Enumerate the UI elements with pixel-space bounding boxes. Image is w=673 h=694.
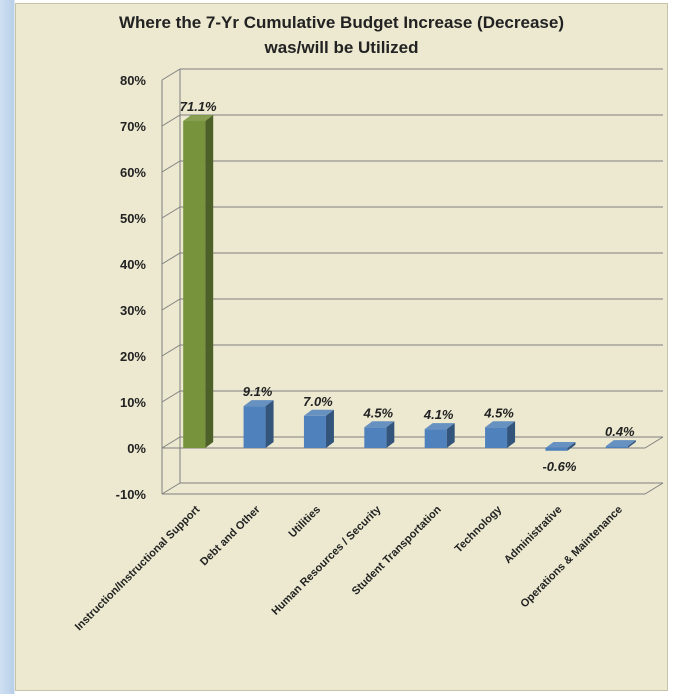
- data-label: 71.1%: [180, 99, 217, 114]
- bar-side: [205, 114, 214, 448]
- y-tick-label: 50%: [120, 211, 146, 226]
- chart-title-line-2: was/will be Utilized: [264, 38, 419, 57]
- grid-line-diagonal: [161, 206, 181, 219]
- bar-top: [243, 400, 274, 407]
- bar-top: [364, 421, 395, 428]
- bar: [545, 442, 576, 451]
- bar-front: [545, 448, 568, 451]
- x-tick-label: Debt and Other: [198, 503, 263, 568]
- grid-line-diagonal: [161, 482, 181, 495]
- chart-title: Where the 7-Yr Cumulative Budget Increas…: [15, 10, 668, 60]
- bar-front: [243, 406, 266, 448]
- y-tick-label: 70%: [120, 119, 146, 134]
- bar-front: [303, 415, 326, 448]
- x-tick-label: Instruction/Instructional Support: [73, 503, 203, 633]
- bar: [183, 114, 214, 448]
- zero-baseline-depth: [644, 436, 664, 449]
- bar-top: [605, 440, 636, 447]
- data-label: 4.1%: [423, 407, 454, 422]
- x-tick-label: Human Resources / Security: [269, 503, 384, 618]
- bar-top: [545, 442, 576, 448]
- y-tick-label: 30%: [120, 303, 146, 318]
- y-tick-label: 80%: [120, 73, 146, 88]
- bar-front: [364, 427, 387, 448]
- grid-line-diagonal: [161, 344, 181, 357]
- bar-side: [446, 423, 455, 448]
- grid-line-diagonal: [161, 436, 181, 449]
- x-tick-label: Technology: [453, 503, 505, 555]
- data-label: 0.4%: [605, 424, 635, 439]
- bar: [605, 440, 636, 448]
- data-label: 4.5%: [362, 405, 393, 420]
- y-tick-label: 20%: [120, 349, 146, 364]
- bar: [243, 400, 274, 448]
- bar-side: [567, 442, 576, 451]
- bar: [303, 409, 334, 448]
- bar-front: [424, 429, 447, 448]
- bar-top: [183, 114, 214, 121]
- bar-front: [605, 446, 628, 448]
- y-tick-label: 60%: [120, 165, 146, 180]
- bar-top: [303, 409, 334, 416]
- x-tick-label: Administrative: [502, 504, 565, 567]
- y-tick-label: 10%: [120, 395, 146, 410]
- data-label: 4.5%: [483, 405, 514, 420]
- chart-panel: [15, 3, 668, 691]
- bar-side: [507, 421, 516, 448]
- bar-side: [386, 421, 395, 448]
- bar-side: [265, 400, 274, 448]
- chart-title-line-1: Where the 7-Yr Cumulative Budget Increas…: [119, 13, 564, 32]
- bar-front: [485, 427, 508, 448]
- grid-line-diagonal: [161, 114, 181, 127]
- grid-line-diagonal: [161, 390, 181, 403]
- data-label: 7.0%: [303, 394, 333, 409]
- bar-front: [183, 120, 206, 448]
- grid-line-diagonal: [161, 68, 181, 81]
- data-label: -0.6%: [542, 459, 576, 474]
- x-tick-label: Utilities: [286, 504, 323, 541]
- y-tick-label: 0%: [127, 441, 146, 456]
- floor-right-edge: [644, 482, 664, 495]
- grid-line-diagonal: [161, 298, 181, 311]
- bar: [364, 421, 395, 448]
- data-label: 9.1%: [243, 384, 273, 399]
- bar-side: [627, 440, 636, 448]
- y-tick-label: -10%: [116, 487, 147, 502]
- bar-side: [325, 409, 334, 448]
- grid-line-diagonal: [161, 160, 181, 173]
- bar-top: [485, 421, 516, 428]
- y-tick-label: 40%: [120, 257, 146, 272]
- grid-line-diagonal: [161, 252, 181, 265]
- bar-top: [424, 423, 455, 430]
- bar: [485, 421, 516, 448]
- x-tick-label: Operations & Maintenance: [518, 504, 625, 611]
- bar: [424, 423, 455, 448]
